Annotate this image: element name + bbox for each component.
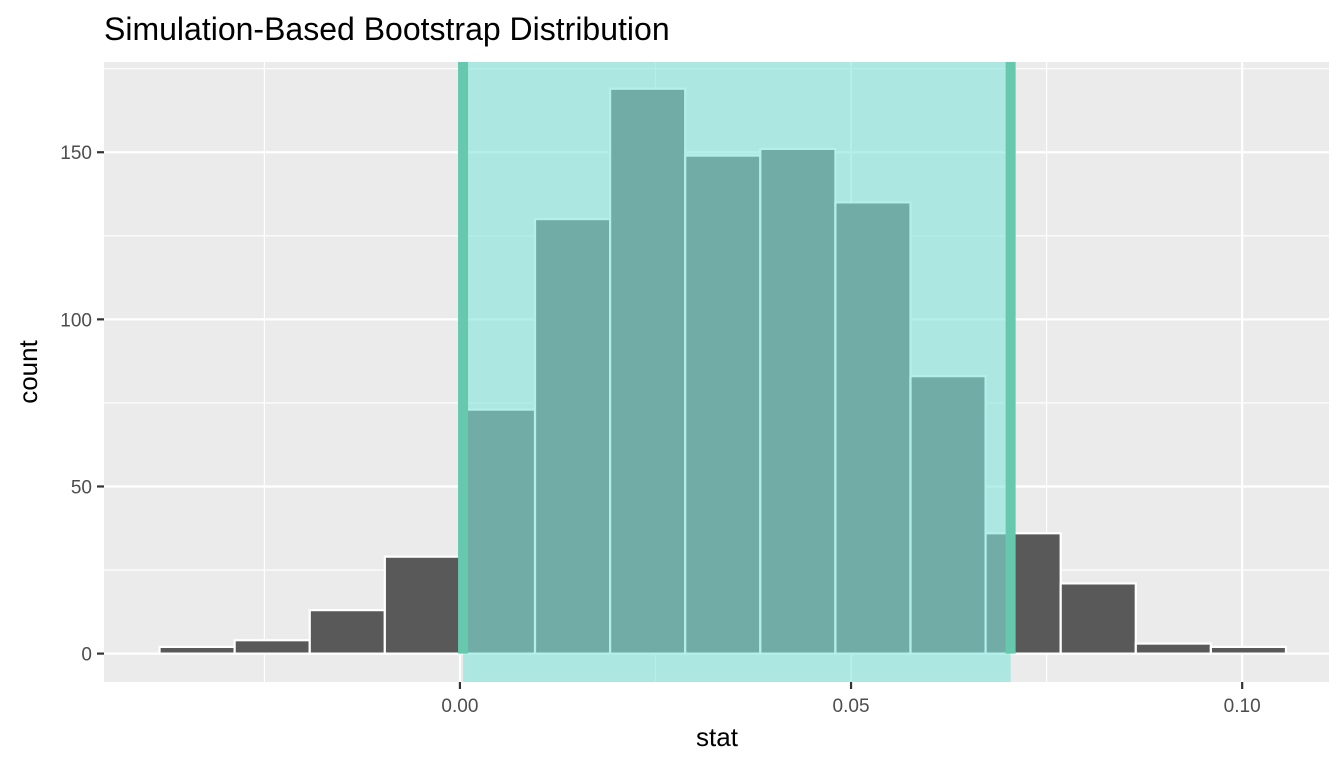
histogram-bar <box>233 639 311 655</box>
histogram-bar <box>308 609 386 655</box>
y-tick-label: 150 <box>60 143 92 164</box>
histogram-bar <box>1134 642 1212 655</box>
y-tick-label: 50 <box>71 477 92 498</box>
interval-shade <box>463 62 1011 682</box>
histogram-bar <box>1059 582 1137 655</box>
histogram-bar <box>158 645 236 655</box>
x-axis: 0.00 0.05 0.10 <box>441 682 1261 717</box>
histogram-bar <box>1209 645 1288 655</box>
x-tick-label: 0.00 <box>441 696 478 717</box>
histogram-bar <box>383 555 462 655</box>
x-tick-label: 0.10 <box>1224 696 1261 717</box>
y-tick-label: 100 <box>60 310 92 331</box>
confidence-interval <box>458 62 1016 682</box>
x-tick-label: 0.05 <box>833 696 870 717</box>
y-tick-label: 0 <box>81 645 92 666</box>
chart-title: Simulation-Based Bootstrap Distribution <box>104 11 670 47</box>
x-axis-title: stat <box>696 722 739 752</box>
y-axis: 0 50 100 150 <box>60 143 104 666</box>
y-axis-title: count <box>13 339 43 403</box>
